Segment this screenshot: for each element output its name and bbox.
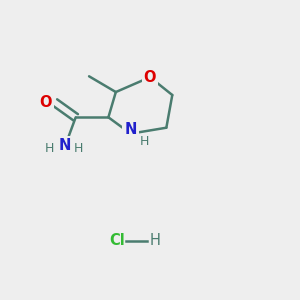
Text: O: O (40, 95, 52, 110)
Text: Cl: Cl (109, 233, 125, 248)
Text: H: H (44, 142, 54, 155)
Text: H: H (150, 233, 161, 248)
Text: N: N (124, 122, 137, 137)
Text: H: H (140, 136, 149, 148)
Text: H: H (74, 142, 83, 155)
Text: N: N (59, 138, 71, 153)
Text: O: O (144, 70, 156, 85)
